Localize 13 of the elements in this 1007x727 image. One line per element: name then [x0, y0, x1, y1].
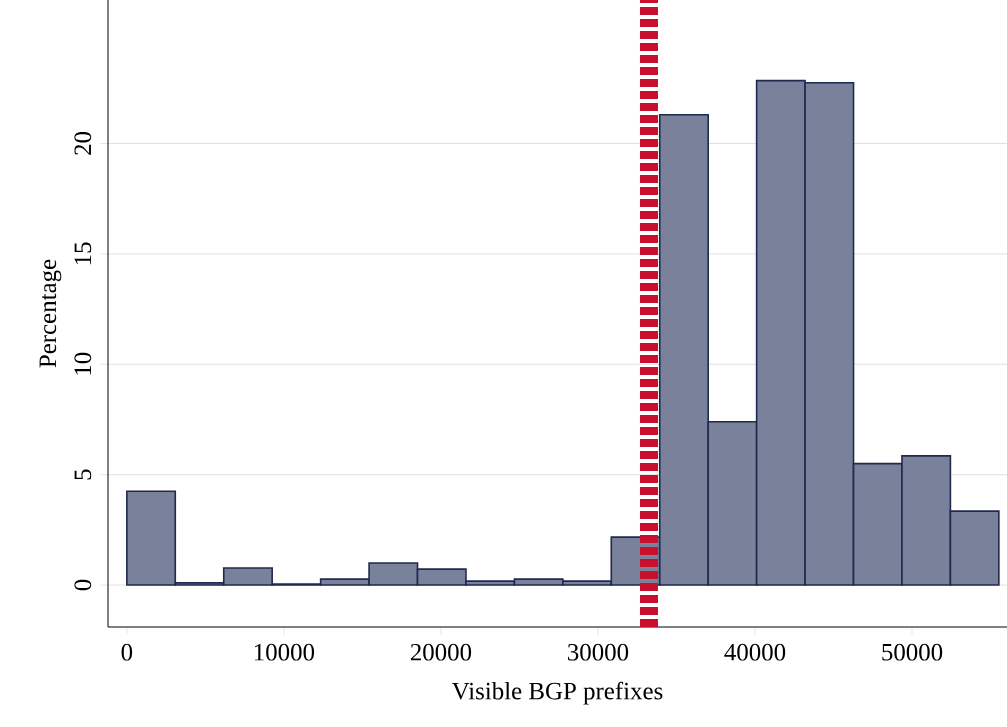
x-tick-label: 30000: [568, 643, 629, 661]
x-tick-label: 0: [121, 643, 133, 661]
y-tick-label: 10: [74, 352, 92, 375]
y-tick-label: 20: [74, 132, 92, 155]
x-tick-label: 50000: [882, 643, 943, 661]
y-axis-title: Percentage: [39, 259, 62, 368]
x-tick-label: 10000: [254, 643, 315, 661]
x-axis-title: Visible BGP prefixes: [452, 681, 663, 705]
y-tick-label: 15: [74, 242, 92, 265]
y-tick-label: 5: [74, 469, 92, 480]
x-tick-label: 40000: [724, 643, 786, 661]
x-tick-label: 20000: [410, 643, 472, 661]
y-tick-label: 0: [74, 579, 92, 591]
